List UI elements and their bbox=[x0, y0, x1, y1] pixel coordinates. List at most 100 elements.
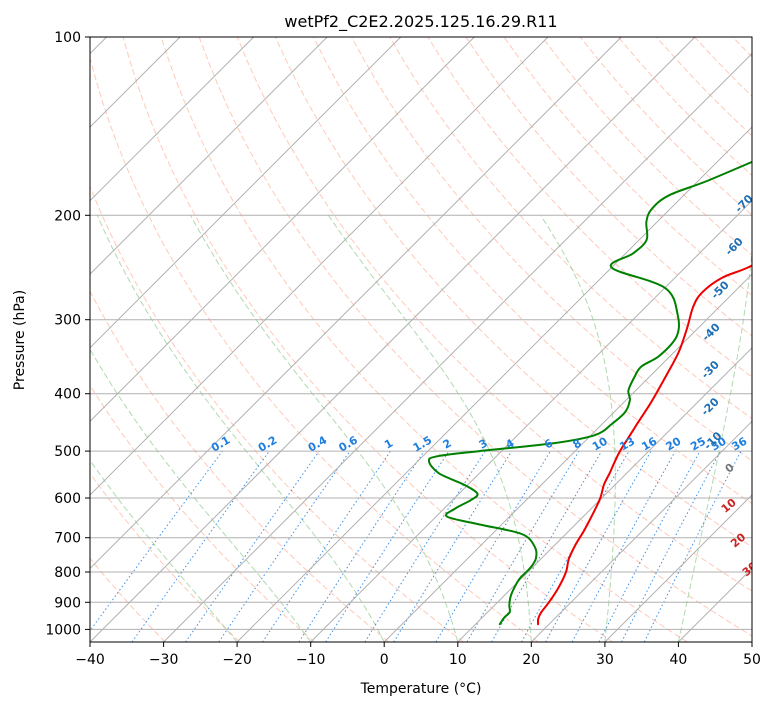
x-axis-label: Temperature (°C) bbox=[360, 681, 482, 697]
isotherm-line bbox=[90, 37, 402, 349]
annotation-layer: 0.10.20.40.611.52346810131620253036-100-… bbox=[209, 94, 775, 608]
isotherm-label: -40 bbox=[700, 320, 723, 343]
mixing-ratio-line bbox=[218, 450, 351, 642]
moist-adiabat-line bbox=[190, 215, 459, 642]
mixing-ratio-label: 2 bbox=[441, 437, 454, 452]
dry-adiabat-line bbox=[465, 37, 752, 337]
y-tick-label: 200 bbox=[54, 208, 81, 224]
isotherm-line bbox=[383, 273, 752, 642]
y-tick-label: 300 bbox=[54, 313, 81, 329]
chart-title: wetPf2_C2E2.2025.125.16.29.R11 bbox=[284, 12, 557, 32]
mixing-ratio-line bbox=[325, 450, 450, 642]
y-tick-label: 800 bbox=[54, 565, 81, 581]
x-tick-label: −20 bbox=[222, 652, 252, 668]
isotherm-line bbox=[90, 37, 549, 496]
dewpoint-profile-line bbox=[427, 160, 752, 626]
dry-adiabat-line bbox=[503, 37, 752, 296]
dry-adiabat-line bbox=[160, 37, 688, 642]
dry-adiabat-line bbox=[90, 472, 241, 642]
isotherm-line bbox=[457, 347, 752, 642]
dry-adiabat-line bbox=[90, 557, 166, 642]
isotherm-line bbox=[90, 37, 475, 423]
isotherm-line bbox=[310, 199, 752, 642]
moist-adiabat-line bbox=[327, 215, 532, 642]
dry-adiabat-line bbox=[771, 37, 775, 642]
isotherm-label: -30 bbox=[699, 358, 722, 381]
y-tick-label: 500 bbox=[54, 444, 81, 460]
x-tick-label: 30 bbox=[596, 652, 614, 668]
dry-adiabat-line bbox=[122, 37, 613, 642]
x-axis: −40 −30 −20 −10 0 10 20 30 40 50 bbox=[75, 642, 761, 668]
moist-adiabat-line bbox=[677, 246, 752, 642]
isotherm-line bbox=[678, 567, 752, 642]
mixing-ratio-line bbox=[298, 450, 425, 642]
mixing-ratio-line bbox=[643, 450, 742, 642]
plot-frame bbox=[89, 36, 753, 643]
moist-adiabat-line bbox=[90, 459, 238, 642]
isotherm-line bbox=[236, 126, 752, 642]
isotherm-label: -20 bbox=[699, 395, 722, 418]
mixing-ratio-line bbox=[393, 450, 513, 642]
temperature-profile-line bbox=[536, 264, 752, 626]
y-tick-label: 400 bbox=[54, 387, 81, 403]
dry-adiabat-line bbox=[90, 290, 390, 642]
isotherm-line bbox=[90, 37, 622, 570]
dry-adiabat-line bbox=[236, 37, 752, 592]
mixing-ratio-line bbox=[90, 450, 223, 632]
moist-adiabat-line bbox=[90, 348, 312, 642]
isotherm-line bbox=[751, 641, 752, 642]
grid-layer bbox=[90, 37, 775, 642]
mixing-ratio-line bbox=[466, 450, 580, 642]
isotherm-line bbox=[90, 37, 328, 275]
x-tick-label: 0 bbox=[380, 652, 389, 668]
isotherm-line bbox=[530, 420, 752, 642]
moist-adiabat-line bbox=[540, 215, 616, 642]
y-tick-label: 600 bbox=[54, 491, 81, 507]
isotherm-line bbox=[604, 494, 752, 642]
dry-adiabat-line bbox=[274, 37, 752, 548]
moist-adiabat-label: 10 bbox=[719, 496, 739, 516]
mixing-ratio-line bbox=[262, 450, 391, 642]
mixing-ratio-line bbox=[545, 450, 652, 642]
x-tick-label: 10 bbox=[449, 652, 467, 668]
isotherm-line bbox=[90, 37, 255, 202]
moist-adiabat-label: 40 bbox=[759, 588, 775, 608]
isotherm-line bbox=[90, 37, 696, 642]
y-tick-label: 900 bbox=[54, 595, 81, 611]
moist-adiabat-line bbox=[96, 215, 385, 642]
x-tick-label: −40 bbox=[75, 652, 105, 668]
dry-adiabat-line bbox=[313, 37, 752, 505]
x-tick-label: 40 bbox=[669, 652, 687, 668]
mixing-ratio-line bbox=[521, 450, 630, 642]
isotherm-label: -90 bbox=[768, 94, 775, 117]
y-tick-label: 100 bbox=[54, 30, 81, 46]
x-tick-label: 20 bbox=[522, 652, 540, 668]
series-layer bbox=[427, 160, 752, 626]
dry-adiabat-line bbox=[427, 37, 752, 378]
isotherm-line bbox=[163, 52, 752, 642]
mixing-ratio-line bbox=[364, 450, 486, 642]
mixing-ratio-label: 1 bbox=[382, 437, 395, 452]
x-tick-label: −30 bbox=[149, 652, 179, 668]
isotherm-label: -80 bbox=[748, 147, 771, 170]
y-axis-label: Pressure (hPa) bbox=[12, 290, 28, 390]
dry-adiabat-line bbox=[90, 185, 464, 642]
y-tick-label: 700 bbox=[54, 531, 81, 547]
dry-adiabat-line bbox=[90, 55, 539, 642]
x-tick-label: −10 bbox=[296, 652, 326, 668]
dry-adiabat-line bbox=[351, 37, 752, 462]
mixing-ratio-line bbox=[571, 450, 676, 642]
mixing-ratio-line bbox=[621, 450, 721, 642]
isotherm-label: -60 bbox=[723, 235, 746, 258]
mixing-ratio-line bbox=[185, 450, 320, 642]
y-tick-label: 1000 bbox=[45, 622, 81, 638]
dry-adiabat-line bbox=[732, 37, 752, 58]
y-axis: 100 200 300 400 500 600 700 800 900 1000 bbox=[45, 30, 90, 638]
dry-adiabat-line bbox=[389, 37, 752, 420]
dry-adiabat-line bbox=[90, 384, 315, 642]
moist-adiabat-label: 30 bbox=[740, 559, 760, 579]
x-tick-label: 50 bbox=[743, 652, 761, 668]
mixing-ratio-line bbox=[131, 450, 270, 642]
